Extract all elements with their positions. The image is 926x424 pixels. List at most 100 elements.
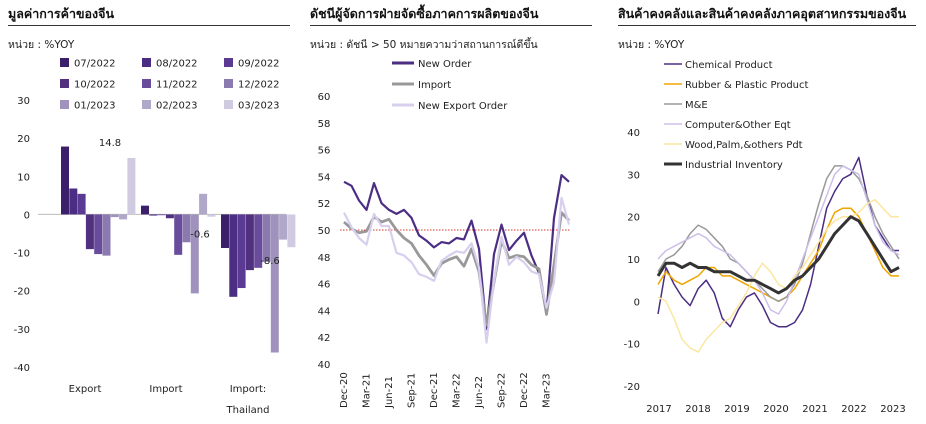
trade-title-rule — [8, 25, 290, 26]
y-tick-label: -20 — [14, 287, 30, 298]
x-category-import: Import — [149, 384, 182, 395]
bar-import-11-2022 — [174, 214, 183, 255]
series-line-industrial-inventory — [656, 215, 900, 295]
x-tick-label: 2018 — [685, 404, 710, 415]
x-tick-label: Mar-21 — [362, 373, 373, 408]
y-tick-label: 54 — [318, 172, 331, 183]
y-tick-label: 50 — [318, 226, 331, 237]
legend-label-02-2023: 02/2023 — [156, 101, 198, 112]
series-line-m-e — [657, 165, 900, 303]
legend-label-11-2022: 11/2022 — [156, 80, 198, 91]
x-tick-label: Jun-22 — [474, 376, 485, 409]
legend-label-01-2023: 01/2023 — [74, 101, 116, 112]
inventory-line-chart: 40 30 20 10 0 -10 -20 Chemical Product Rubber & … — [624, 60, 906, 415]
bar-import-thailand-08-2022 — [229, 214, 238, 297]
bar-export-10-2022 — [85, 214, 94, 250]
y-tick-label: 52 — [318, 199, 331, 210]
x-tick-label: Dec-20 — [339, 372, 350, 408]
trade-panel: มูลค่าการค้าของจีน หน่วย : %YOY 30 20 10 0 -… — [8, 0, 296, 424]
inventory-panel: สินค้าคงคลังและสินค้าคงคลังภาคอุตสาหกรรม… — [618, 0, 918, 424]
y-tick-label: -10 — [624, 340, 640, 351]
series-line-import — [343, 211, 571, 327]
y-tick-label: 20 — [627, 213, 640, 224]
series-line-computer-other-eqt — [657, 165, 900, 315]
bar-import-10-2022 — [165, 214, 174, 219]
bar-export-11-2022 — [94, 214, 103, 255]
bar-import-thailand-07-2022 — [221, 214, 229, 248]
legend-swatch-01-2023 — [60, 100, 69, 109]
x-tick-label: Dec-21 — [429, 372, 440, 408]
x-tick-label: Mar-22 — [452, 373, 463, 408]
legend-label-rubber-plastic-product: Rubber & Plastic Product — [685, 80, 809, 91]
legend-label-08-2022: 08/2022 — [156, 59, 198, 70]
bar-export-09-2022 — [77, 193, 86, 215]
series-line-wood-palm-others-pdt — [657, 198, 899, 353]
bar-import-thailand-03-2023 — [287, 214, 296, 248]
y-tick-label: -40 — [14, 363, 30, 374]
y-tick-label: -20 — [624, 382, 640, 393]
y-tick-label: 0 — [634, 297, 640, 308]
legend-label-import: Import — [418, 80, 451, 91]
legend-label-new-export-order: New Export Order — [418, 101, 508, 112]
bar-import-02-2023 — [199, 193, 208, 215]
y-tick-label: 10 — [17, 172, 30, 183]
x-tick-label: Jun-21 — [384, 376, 395, 409]
x-tick-label: Sep-22 — [497, 373, 508, 408]
bar-import-thailand-12-2022 — [262, 214, 271, 262]
legend-label-computer-other-eqt: Computer&Other Eqt — [685, 120, 791, 131]
data-label-export-03-2023: 14.8 — [99, 138, 121, 149]
legend-label-new-order: New Order — [418, 59, 472, 70]
series-line-chemical-product — [657, 156, 899, 328]
bar-import-07-2022 — [141, 205, 149, 215]
bar-export-12-2022 — [102, 214, 111, 256]
x-tick-label: 2021 — [802, 404, 827, 415]
series-line-new-export-order — [343, 196, 571, 344]
inventory-title-rule — [618, 25, 916, 26]
x-tick-label: Mar-23 — [542, 373, 553, 408]
x-tick-label: Dec-22 — [519, 372, 530, 408]
legend-swatch-12-2022 — [224, 79, 233, 88]
legend-swatch-08-2022 — [142, 58, 151, 67]
pmi-panel: ดัชนีผู้จัดการฝ่ายจัดซื้อภาคการผลิตของจี… — [310, 0, 592, 424]
x-tick-label: 2019 — [724, 404, 749, 415]
bar-export-03-2023 — [127, 157, 136, 215]
pmi-title-rule — [310, 25, 592, 26]
legend-label-03-2023: 03/2023 — [238, 101, 280, 112]
bar-import-12-2022 — [182, 214, 191, 243]
legend-swatch-03-2023 — [224, 100, 233, 109]
x-tick-label: 2020 — [763, 404, 788, 415]
x-tick-label: Sep-21 — [407, 373, 418, 408]
y-tick-label: 40 — [318, 360, 331, 371]
bar-export-08-2022 — [69, 188, 78, 215]
legend-swatch-09-2022 — [224, 58, 233, 67]
y-tick-label: 42 — [318, 333, 331, 344]
y-tick-label: 44 — [318, 306, 331, 317]
legend-label-m-e: M&E — [685, 100, 708, 111]
bar-export-01-2023 — [110, 214, 119, 218]
legend-swatch-02-2023 — [142, 100, 151, 109]
inventory-chart-title: สินค้าคงคลังและสินค้าคงคลังภาคอุตสาหกรรม… — [618, 6, 907, 21]
legend-swatch-10-2022 — [60, 79, 69, 88]
legend-label-wood-palm-others-pdt: Wood,Palm,&others Pdt — [685, 140, 803, 151]
y-tick-label: -10 — [14, 249, 30, 260]
inventory-unit-label: หน่วย : %YOY — [618, 39, 685, 51]
x-category-import-thailand-line2: Thailand — [226, 405, 270, 416]
legend-swatch-07-2022 — [60, 58, 69, 67]
x-tick-label: 2017 — [646, 404, 671, 415]
legend-label-10-2022: 10/2022 — [74, 80, 116, 91]
data-label-import-thailand-03-2023: -8.6 — [260, 256, 280, 267]
legend-swatch-11-2022 — [142, 79, 151, 88]
trade-unit-label: หน่วย : %YOY — [8, 39, 75, 51]
y-tick-label: 48 — [318, 253, 331, 264]
y-tick-label: 46 — [318, 280, 331, 291]
bar-import-thailand-09-2022 — [237, 214, 246, 289]
x-category-export: Export — [69, 384, 102, 395]
trade-chart-title: มูลค่าการค้าของจีน — [8, 6, 114, 21]
bar-export-02-2023 — [119, 214, 128, 220]
x-tick-label: 2022 — [841, 404, 866, 415]
bar-import-01-2023 — [190, 214, 199, 294]
pmi-chart-title: ดัชนีผู้จัดการฝ่ายจัดซื้อภาคการผลิตของจี… — [310, 6, 539, 21]
legend-label-07-2022: 07/2022 — [74, 59, 116, 70]
x-tick-label: 2023 — [880, 404, 905, 415]
bar-import-03-2023 — [207, 214, 216, 217]
